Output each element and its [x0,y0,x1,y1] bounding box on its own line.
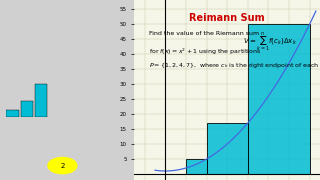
Bar [207,123,248,174]
Text: $V = \sum_{k=1}^{n} f(c_k)\Delta x_k$: $V = \sum_{k=1}^{n} f(c_k)\Delta x_k$ [243,31,297,53]
Bar [35,84,47,117]
Bar [21,101,33,117]
Bar [6,110,19,117]
Bar [248,24,310,174]
Text: Reimann Sum: Reimann Sum [189,13,265,23]
Text: for $f(x) = x^2 + 1$ using the partitions: for $f(x) = x^2 + 1$ using the partition… [149,47,261,57]
Text: Find the value of the Riemann sum: Find the value of the Riemann sum [149,31,259,36]
Text: $P = \{1,2,4,7\}$,  where $c_k$ is the right endpoint of each partition.: $P = \{1,2,4,7\}$, where $c_k$ is the ri… [149,61,320,70]
Bar [186,159,207,174]
Text: 2: 2 [60,163,65,169]
